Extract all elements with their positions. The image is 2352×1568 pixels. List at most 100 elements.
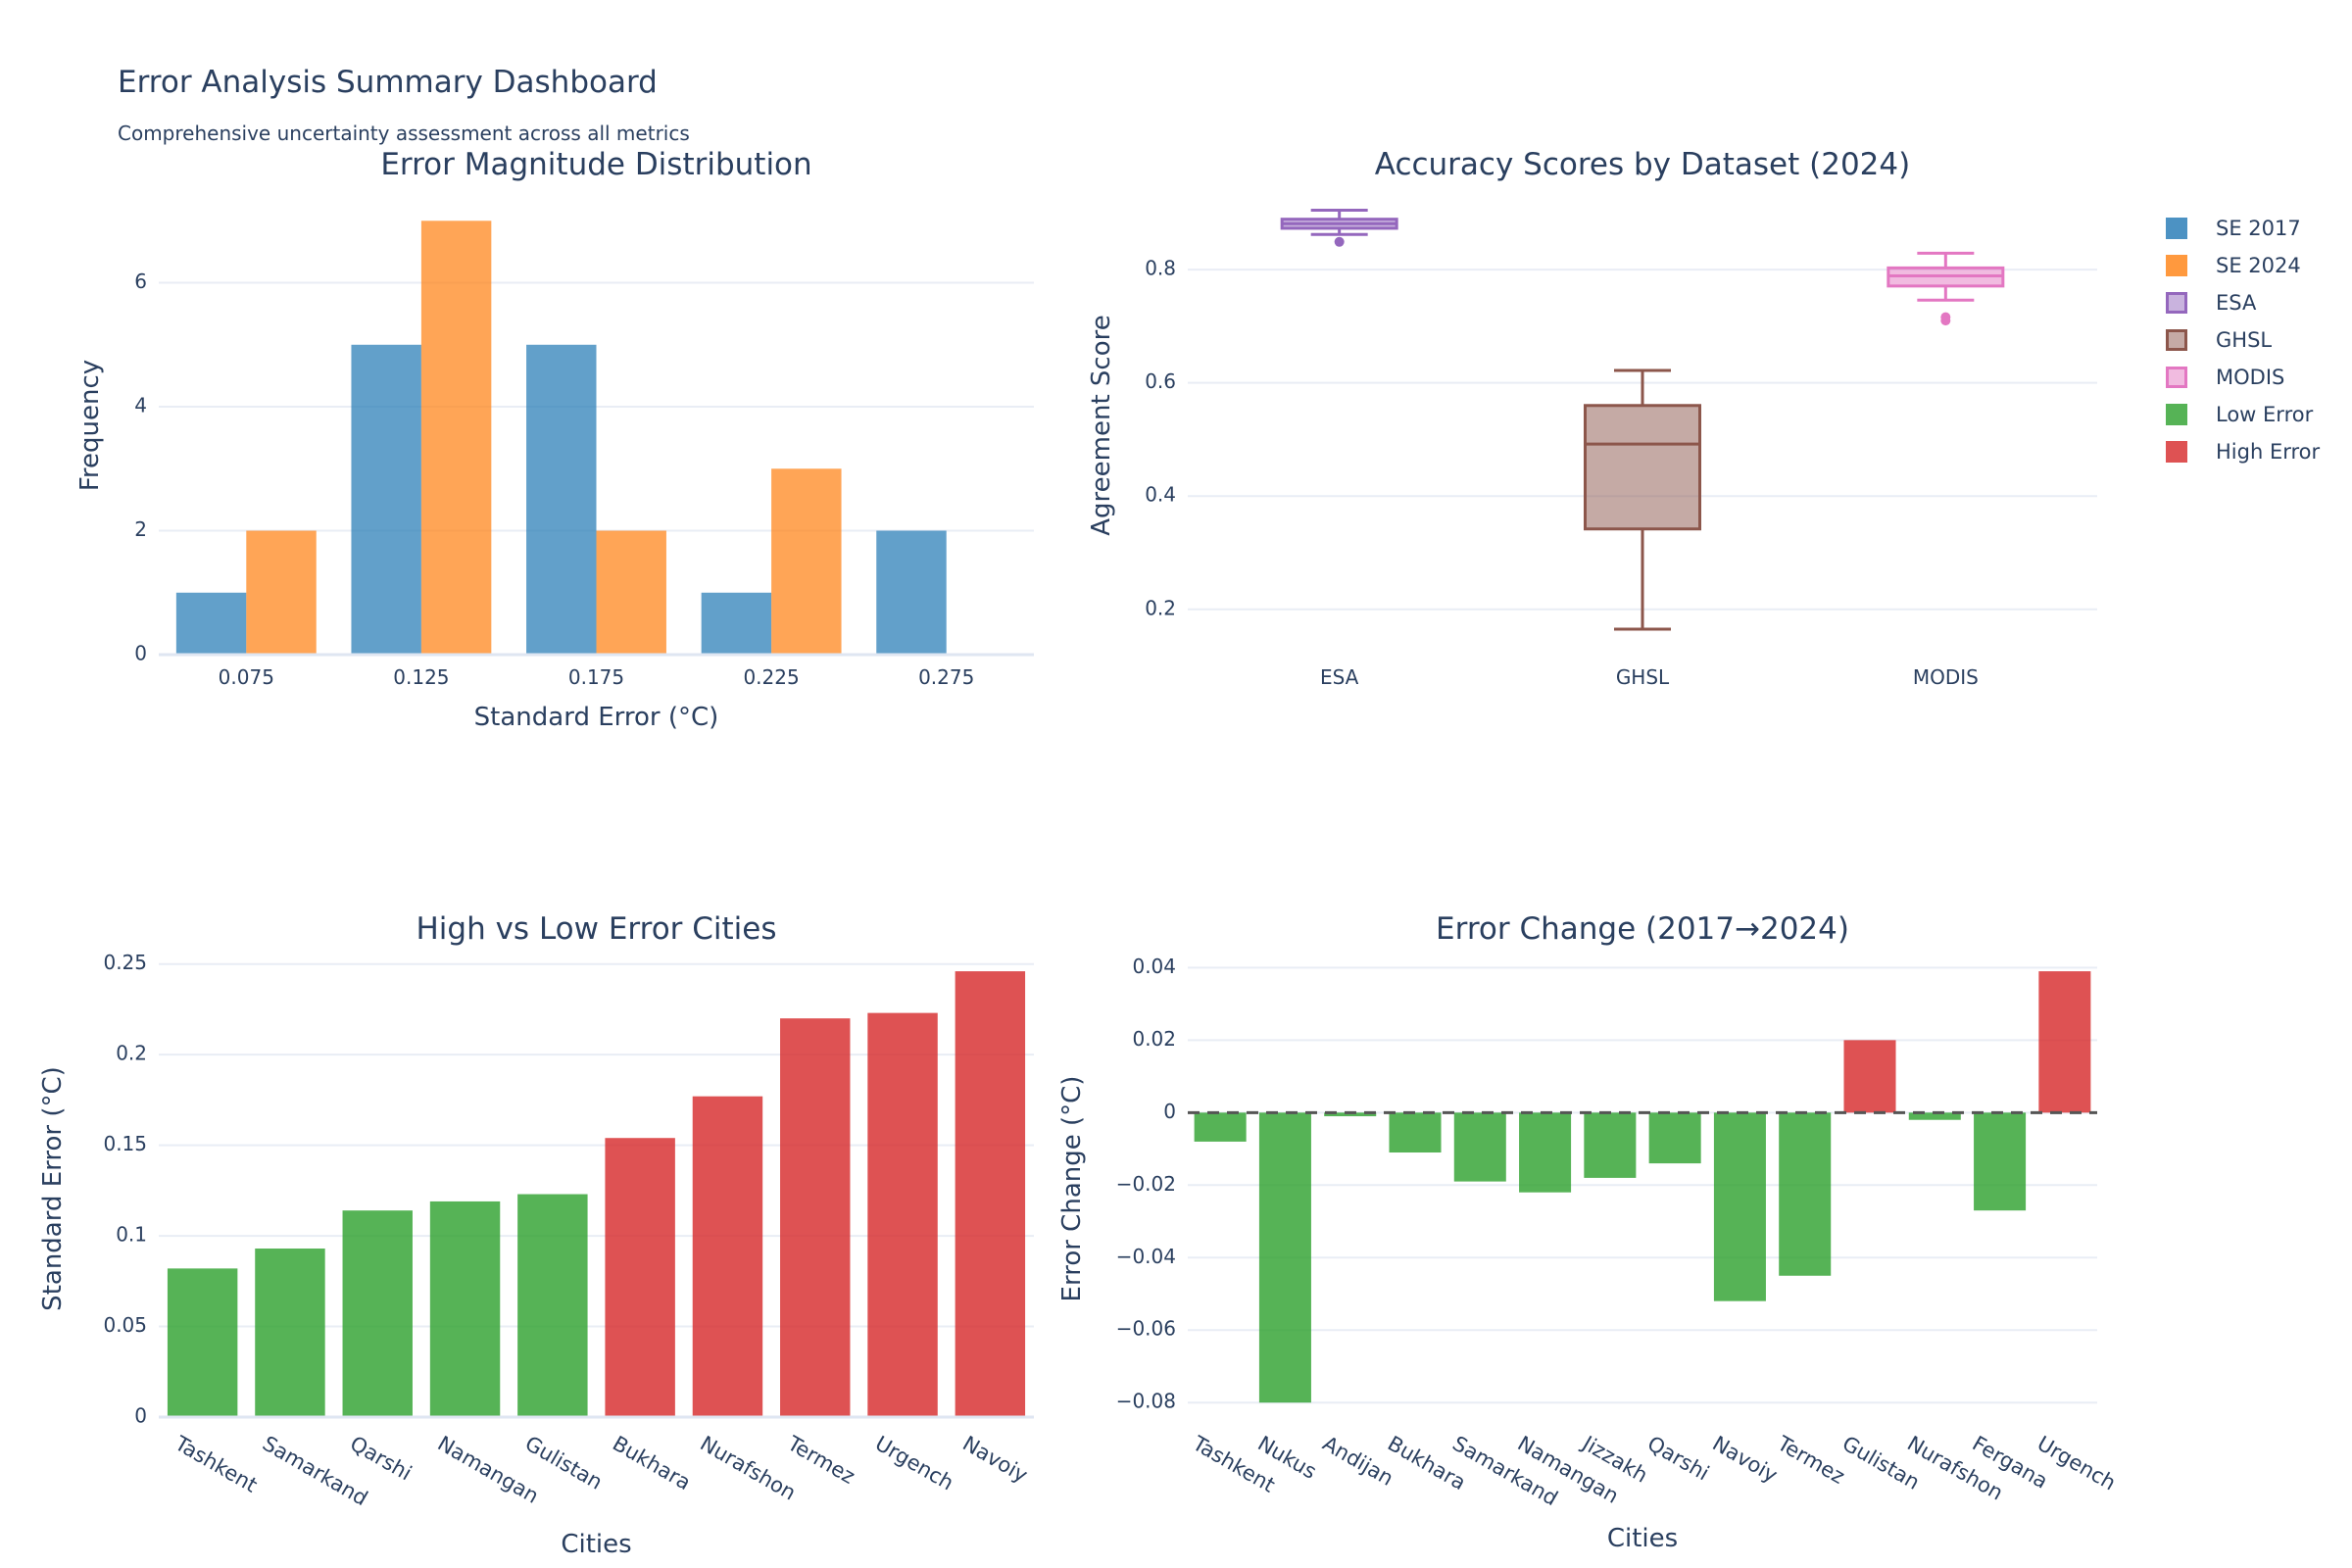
legend-swatch	[2166, 404, 2187, 425]
legend-label: High Error	[2216, 440, 2321, 464]
legend-item[interactable]: GHSL	[2166, 321, 2320, 359]
y-tick-label: 0.1	[116, 1223, 147, 1247]
x-tick-label: 0.125	[393, 665, 449, 689]
legend: SE 2017 SE 2024 ESA GHSL MODIS Low Error High …	[2166, 210, 2320, 470]
dashboard-title: Error Analysis Summary Dashboard	[118, 65, 658, 100]
bar	[1519, 1112, 1572, 1193]
x-tick-label: ESA	[1320, 665, 1359, 689]
legend-label: GHSL	[2216, 328, 2273, 352]
legend-item[interactable]: High Error	[2166, 433, 2320, 470]
outlier-point	[1334, 236, 1345, 247]
legend-swatch	[2166, 255, 2187, 276]
y-tick-label: 0.04	[1132, 955, 1176, 978]
x-tick-label: Qarshi	[346, 1432, 416, 1486]
x-tick-label: Nurafshon	[696, 1432, 800, 1505]
x-tick-label: GHSL	[1616, 665, 1670, 689]
bar	[429, 1200, 501, 1417]
bar	[771, 468, 842, 655]
y-axis-title: Agreement Score	[1087, 315, 1116, 535]
bar	[1584, 1112, 1637, 1178]
x-tick-label: Urgench	[2034, 1432, 2120, 1495]
bar	[175, 592, 247, 655]
y-tick-label: 0.6	[1145, 369, 1176, 393]
bar	[255, 1249, 325, 1417]
bar	[351, 344, 421, 655]
bar	[692, 1096, 763, 1417]
y-axis-title: Error Change (°C)	[1057, 1076, 1087, 1302]
legend-item[interactable]: SE 2024	[2166, 247, 2320, 284]
legend-label: ESA	[2216, 291, 2257, 315]
y-tick-label: 0.25	[103, 951, 147, 974]
x-tick-label: MODIS	[1913, 665, 1979, 689]
bar	[1194, 1112, 1247, 1142]
y-tick-label: −0.04	[1116, 1245, 1176, 1268]
x-axis-title: Cities	[561, 1530, 631, 1559]
bar	[876, 530, 947, 655]
y-tick-label: 2	[134, 517, 147, 541]
y-tick-label: 0	[134, 642, 147, 665]
legend-label: MODIS	[2216, 366, 2285, 389]
legend-swatch	[2166, 367, 2187, 388]
bar	[867, 1012, 938, 1417]
legend-swatch	[2166, 292, 2187, 314]
bar	[1843, 1040, 1896, 1113]
y-tick-label: 0.8	[1145, 257, 1176, 280]
bar	[1324, 1112, 1377, 1117]
box	[1584, 404, 1701, 531]
bar	[780, 1018, 851, 1417]
bar	[342, 1210, 413, 1417]
x-tick-label: 0.075	[219, 665, 274, 689]
y-tick-label: 4	[134, 394, 147, 417]
bar	[246, 530, 317, 655]
y-axis-title: Frequency	[75, 360, 105, 491]
bar	[1648, 1112, 1701, 1164]
y-tick-label: −0.08	[1116, 1390, 1176, 1413]
y-tick-label: 0	[134, 1404, 147, 1428]
y-tick-label: 0.4	[1145, 483, 1176, 507]
x-tick-label: 0.225	[743, 665, 799, 689]
bar	[1258, 1112, 1311, 1403]
bar	[1389, 1112, 1442, 1153]
legend-swatch	[2166, 218, 2187, 239]
subplot-title: Accuracy Scores by Dataset (2024)	[1375, 147, 1910, 182]
y-tick-label: −0.06	[1116, 1317, 1176, 1341]
bar	[605, 1138, 675, 1417]
x-tick-label: Termez	[783, 1431, 859, 1489]
bar	[701, 592, 772, 655]
x-tick-label: 0.175	[568, 665, 624, 689]
y-axis-title: Standard Error (°C)	[38, 1066, 68, 1311]
bar	[955, 971, 1026, 1417]
bar	[1779, 1112, 1832, 1276]
legend-item[interactable]: Low Error	[2166, 396, 2320, 433]
x-tick-label: Tashkent	[171, 1431, 262, 1496]
legend-swatch	[2166, 329, 2187, 351]
subplot-title: Error Magnitude Distribution	[380, 147, 811, 182]
x-tick-label: Termez	[1773, 1431, 1849, 1489]
bar	[517, 1194, 588, 1417]
legend-item[interactable]: MODIS	[2166, 359, 2320, 396]
legend-swatch	[2166, 441, 2187, 463]
legend-label: SE 2024	[2216, 254, 2301, 277]
bar	[1908, 1112, 1961, 1120]
bar	[2038, 971, 2091, 1113]
y-tick-label: 0	[1163, 1100, 1176, 1123]
y-tick-label: 0.02	[1132, 1027, 1176, 1051]
x-axis-title: Standard Error (°C)	[474, 703, 719, 732]
legend-item[interactable]: SE 2017	[2166, 210, 2320, 247]
x-tick-label: Qarshi	[1643, 1432, 1713, 1486]
bar	[596, 530, 666, 655]
subplot-title: High vs Low Error Cities	[416, 911, 776, 947]
subplot-title: Error Change (2017→2024)	[1436, 911, 1849, 947]
outlier-point	[1940, 316, 1951, 326]
bar	[526, 344, 597, 655]
y-tick-label: 6	[134, 270, 147, 293]
x-tick-label: Urgench	[871, 1432, 957, 1495]
x-tick-label: Navoiy	[958, 1432, 1031, 1488]
legend-item[interactable]: ESA	[2166, 284, 2320, 321]
bar	[1453, 1112, 1506, 1182]
dashboard-subtitle: Comprehensive uncertainty assessment acr…	[118, 122, 690, 145]
bar	[167, 1268, 238, 1417]
x-tick-label: Andijan	[1319, 1432, 1397, 1491]
y-tick-label: 0.05	[103, 1313, 147, 1337]
